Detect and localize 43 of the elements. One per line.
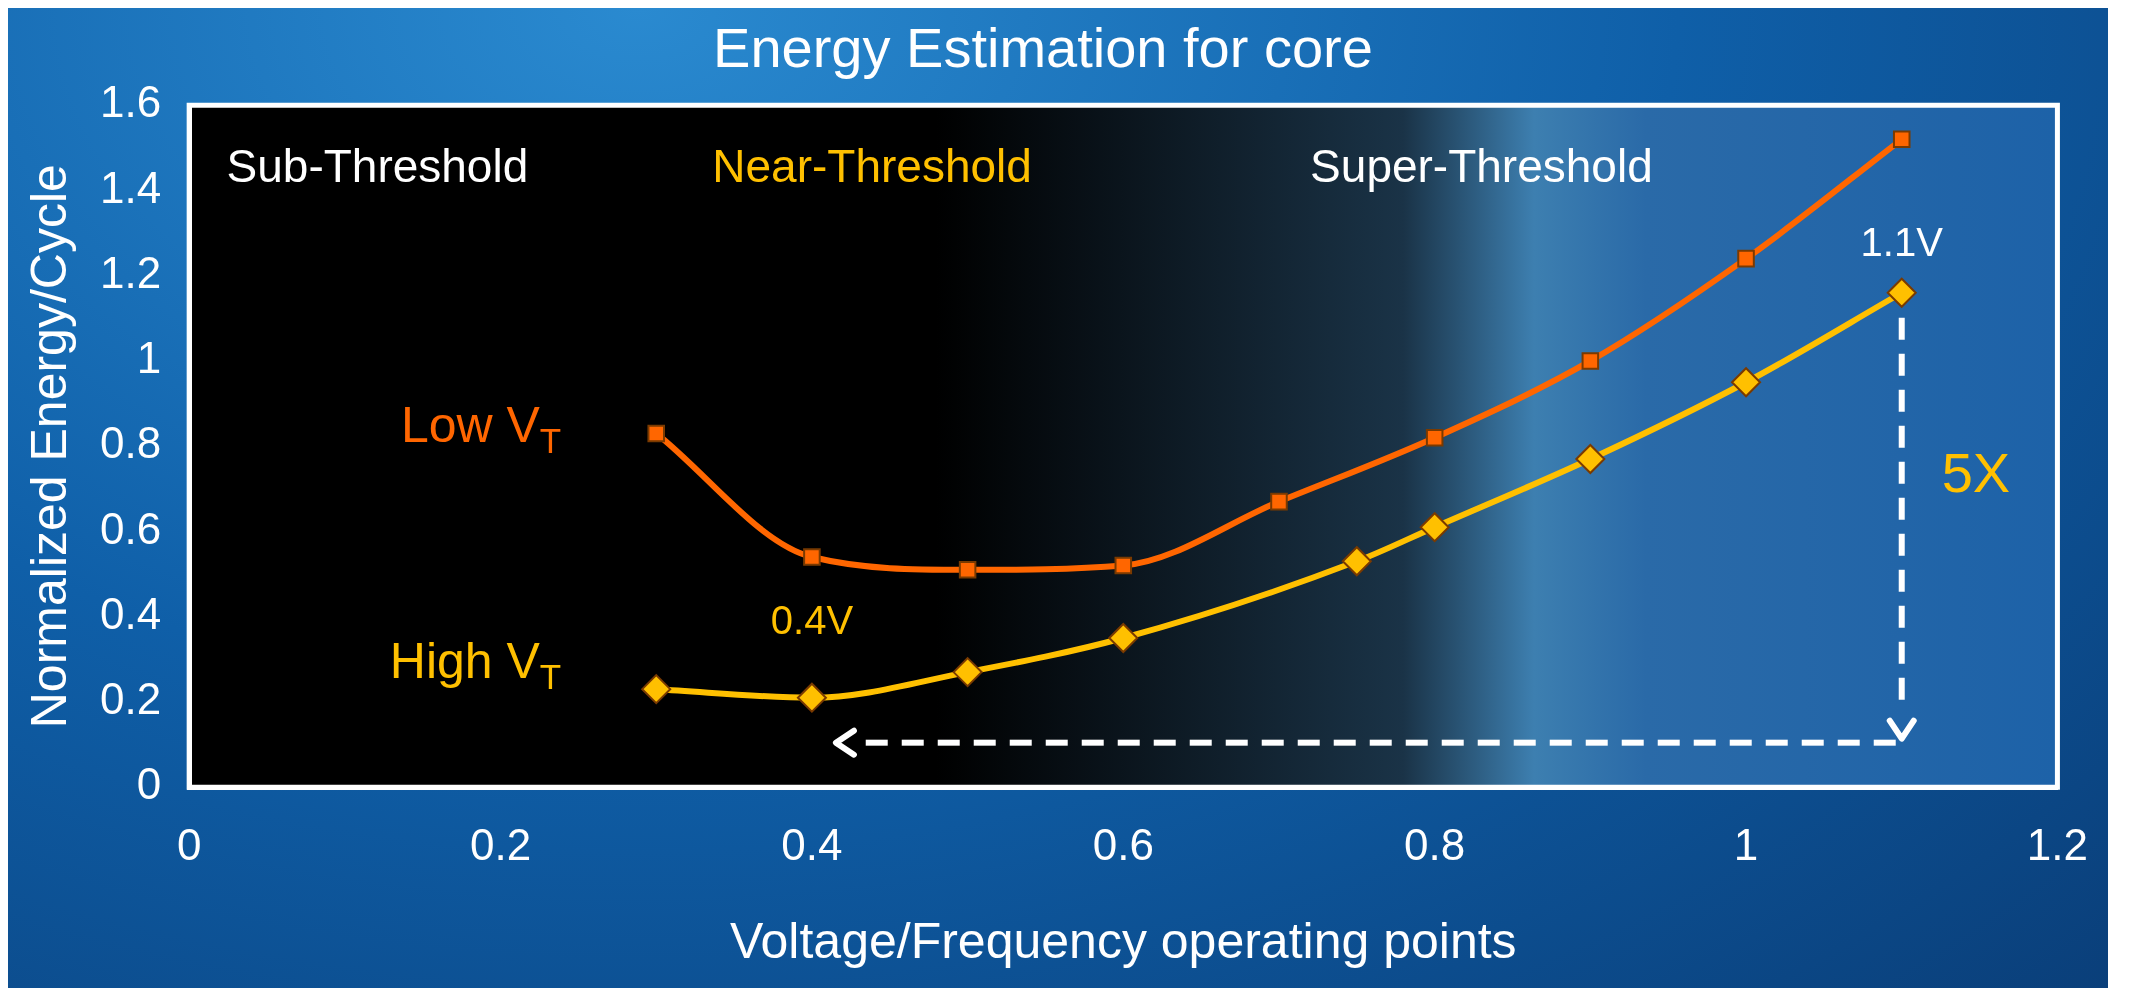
x-tick-label: 0.8 <box>1404 819 1466 869</box>
x-tick-label: 1.2 <box>2026 819 2088 869</box>
point <box>647 424 666 443</box>
point <box>952 657 983 688</box>
point <box>1575 443 1606 474</box>
y-tick-label: 1.4 <box>99 162 162 212</box>
x-tick-label: 0.2 <box>469 819 532 869</box>
point <box>958 561 977 579</box>
y-tick-label: 0 <box>136 759 162 809</box>
annotation: Sub-Threshold <box>226 139 529 192</box>
y-tick-label: 0.6 <box>99 503 162 553</box>
annotation: 1.1V <box>1860 219 1944 264</box>
x-tick-label: 0 <box>176 819 202 869</box>
y-tick-label: 0.4 <box>99 588 162 638</box>
point <box>796 682 827 713</box>
annotation: Near-Threshold <box>712 139 1032 192</box>
point <box>1886 277 1917 308</box>
x-axis-title: Voltage/Frequency operating points <box>729 912 1517 969</box>
point <box>1731 367 1762 398</box>
point <box>1108 623 1139 654</box>
point <box>1341 546 1372 577</box>
x-tick-label: 0.4 <box>781 819 843 869</box>
y-tick-label: 1.2 <box>99 247 162 297</box>
point <box>1581 352 1600 370</box>
x-tick-label: 0.6 <box>1092 819 1154 869</box>
y-tick-label: 0.2 <box>99 674 162 724</box>
annotation: 5X <box>1941 440 2011 504</box>
point <box>1419 512 1450 543</box>
x-tick-label: 1 <box>1733 819 1759 869</box>
point <box>641 674 672 705</box>
y-tick-label: 0.8 <box>99 418 162 468</box>
point <box>1425 428 1444 447</box>
annotation: 0.4V <box>770 597 854 642</box>
y-axis-title: Normalized Energy/Cycle <box>20 164 77 729</box>
chart-title: Energy Estimation for core <box>713 16 1373 80</box>
y-tick-label: 1.6 <box>99 77 162 127</box>
annotation: Super-Threshold <box>1310 139 1653 192</box>
point <box>1270 492 1288 511</box>
point <box>803 548 821 566</box>
point <box>1737 249 1755 268</box>
y-tick-label: 1 <box>136 333 162 383</box>
point <box>1114 556 1133 575</box>
point <box>1892 130 1911 149</box>
